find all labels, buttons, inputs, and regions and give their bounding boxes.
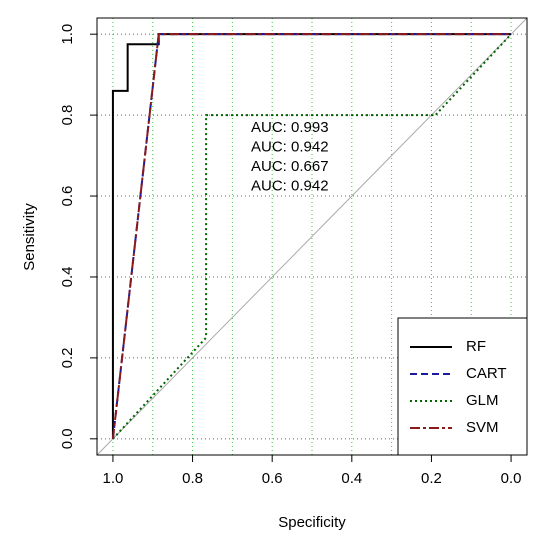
reference-line [96, 17, 528, 456]
legend-box [397, 317, 528, 456]
annotation: AUC: 0.942 [251, 138, 329, 155]
y-tick-label: 0.0 [59, 428, 76, 449]
x-tick-label: 0.0 [501, 470, 522, 487]
y-tick-label: 1.0 [59, 24, 76, 45]
legend-label: RF [466, 338, 486, 355]
annotation: AUC: 0.667 [251, 158, 329, 175]
y-tick-label: 0.2 [59, 347, 76, 368]
roc-line [112, 33, 512, 440]
legend-label: GLM [466, 392, 499, 409]
x-tick-label: 1.0 [102, 470, 123, 487]
annotation: AUC: 0.942 [251, 177, 329, 194]
y-tick-label: 0.8 [59, 105, 76, 126]
plot-frame [96, 17, 528, 456]
legend-label: SVM [466, 419, 499, 436]
y-axis-label: Sensitivity [21, 203, 38, 271]
x-tick-label: 0.4 [341, 470, 362, 487]
x-axis-label: Specificity [278, 514, 346, 531]
roc-line [111, 33, 512, 439]
annotation: AUC: 0.993 [251, 119, 329, 136]
y-tick-label: 0.4 [59, 267, 76, 288]
x-tick-label: 0.6 [262, 470, 283, 487]
legend-label: CART [466, 365, 507, 382]
x-tick-label: 0.8 [182, 470, 203, 487]
y-tick-label: 0.6 [59, 186, 76, 207]
x-tick-label: 0.2 [421, 470, 442, 487]
